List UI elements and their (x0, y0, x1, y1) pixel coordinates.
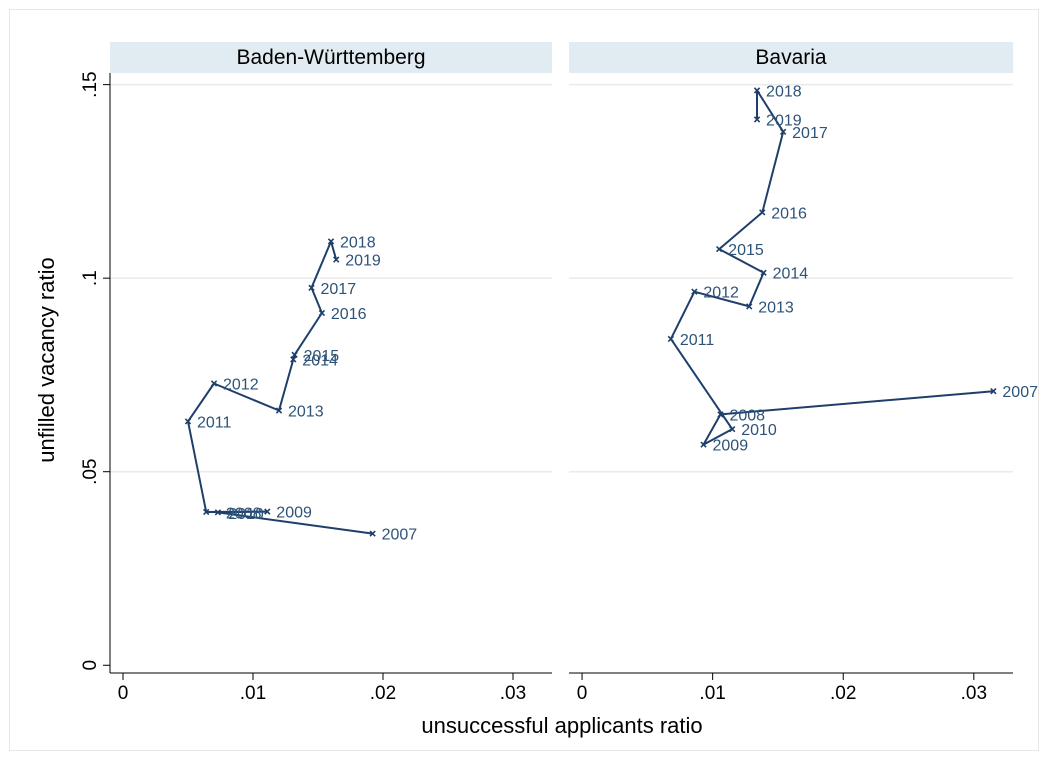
panel-strip (110, 42, 552, 73)
data-label-2016: 2016 (331, 306, 367, 323)
data-label-2016: 2016 (771, 205, 807, 222)
panel-1: Baden-Württemberg 0 .05 .1 .15 0 .01 .02 .03 2007… (80, 42, 552, 704)
x-tick-label: .01 (240, 683, 266, 704)
data-point-2008 (717, 411, 724, 418)
data-point-2007 (990, 388, 997, 395)
data-point-2017 (308, 284, 315, 292)
panel-title: Baden-Württemberg (236, 46, 425, 69)
panel-title: Bavaria (755, 46, 827, 69)
data-label-2007: 2007 (1002, 384, 1038, 401)
y-tick-label: .1 (80, 270, 101, 286)
facet-panels: Baden-Württemberg 0 .05 .1 .15 0 .01 .02 .03 2007… (80, 42, 1038, 704)
x-tick-label: .02 (370, 683, 396, 704)
data-point-2008 (214, 509, 222, 516)
data-label-2019: 2019 (345, 253, 381, 270)
data-label-2012: 2012 (223, 376, 259, 393)
y-tick-label: 0 (80, 660, 101, 671)
data-point-2011 (184, 418, 192, 425)
data-point-2009 (264, 508, 271, 515)
data-point-2012 (691, 288, 698, 295)
data-label-2014: 2014 (302, 352, 338, 369)
data-point-2013 (275, 407, 283, 414)
y-axis-title: unfilled vacancy ratio (34, 257, 59, 462)
panel-strip (569, 42, 1013, 73)
data-point-2014 (290, 356, 297, 363)
data-point-2011 (667, 335, 675, 343)
data-point-2014 (760, 269, 767, 276)
x-tick-label: 0 (577, 683, 588, 704)
data-point-2010 (203, 508, 210, 516)
data-point-2015 (716, 245, 723, 253)
data-label-2009: 2009 (276, 505, 312, 522)
data-label-2008: 2008 (226, 505, 262, 522)
data-point-2018 (753, 87, 761, 94)
data-label-2013: 2013 (758, 299, 794, 316)
x-tick-label: .03 (961, 683, 987, 704)
data-point-2019 (333, 256, 340, 263)
data-point-2012 (210, 380, 218, 387)
x-tick-label: .02 (830, 683, 856, 704)
data-point-2007 (369, 530, 376, 537)
data-label-2009: 2009 (713, 438, 749, 455)
data-label-2018: 2018 (766, 83, 802, 100)
data-label-2011: 2011 (197, 414, 232, 431)
data-label-2010: 2010 (741, 422, 777, 439)
data-label-2014: 2014 (773, 266, 809, 283)
data-label-2011: 2011 (680, 332, 715, 349)
data-point-2017 (779, 128, 787, 136)
data-label-2010: 2010 (228, 506, 264, 523)
y-tick-label: .15 (80, 71, 101, 97)
data-point-2015 (291, 351, 298, 358)
data-point-2010 (729, 425, 736, 433)
data-point-2016 (318, 309, 326, 317)
data-point-2013 (746, 303, 753, 310)
data-point-2009 (700, 441, 707, 448)
data-point-2018 (327, 238, 335, 245)
data-label-2008: 2008 (729, 407, 765, 424)
x-tick-label: .03 (500, 683, 526, 704)
data-label-2013: 2013 (288, 404, 324, 421)
data-label-2012: 2012 (703, 285, 739, 302)
data-label-2017: 2017 (321, 281, 357, 298)
x-axis-title: unsuccessful applicants ratio (421, 713, 702, 738)
data-label-2018: 2018 (340, 234, 376, 251)
data-label-2015: 2015 (728, 242, 764, 259)
x-tick-label: 0 (118, 683, 129, 704)
data-point-2019 (753, 116, 761, 123)
y-tick-label: .05 (80, 458, 101, 484)
data-label-2007: 2007 (382, 527, 418, 544)
data-point-2016 (759, 209, 766, 216)
x-tick-label: .01 (699, 683, 725, 704)
data-label-2019: 2019 (766, 112, 802, 129)
figure-border (9, 9, 1039, 751)
data-label-2015: 2015 (304, 348, 340, 365)
data-label-2017: 2017 (792, 125, 828, 142)
